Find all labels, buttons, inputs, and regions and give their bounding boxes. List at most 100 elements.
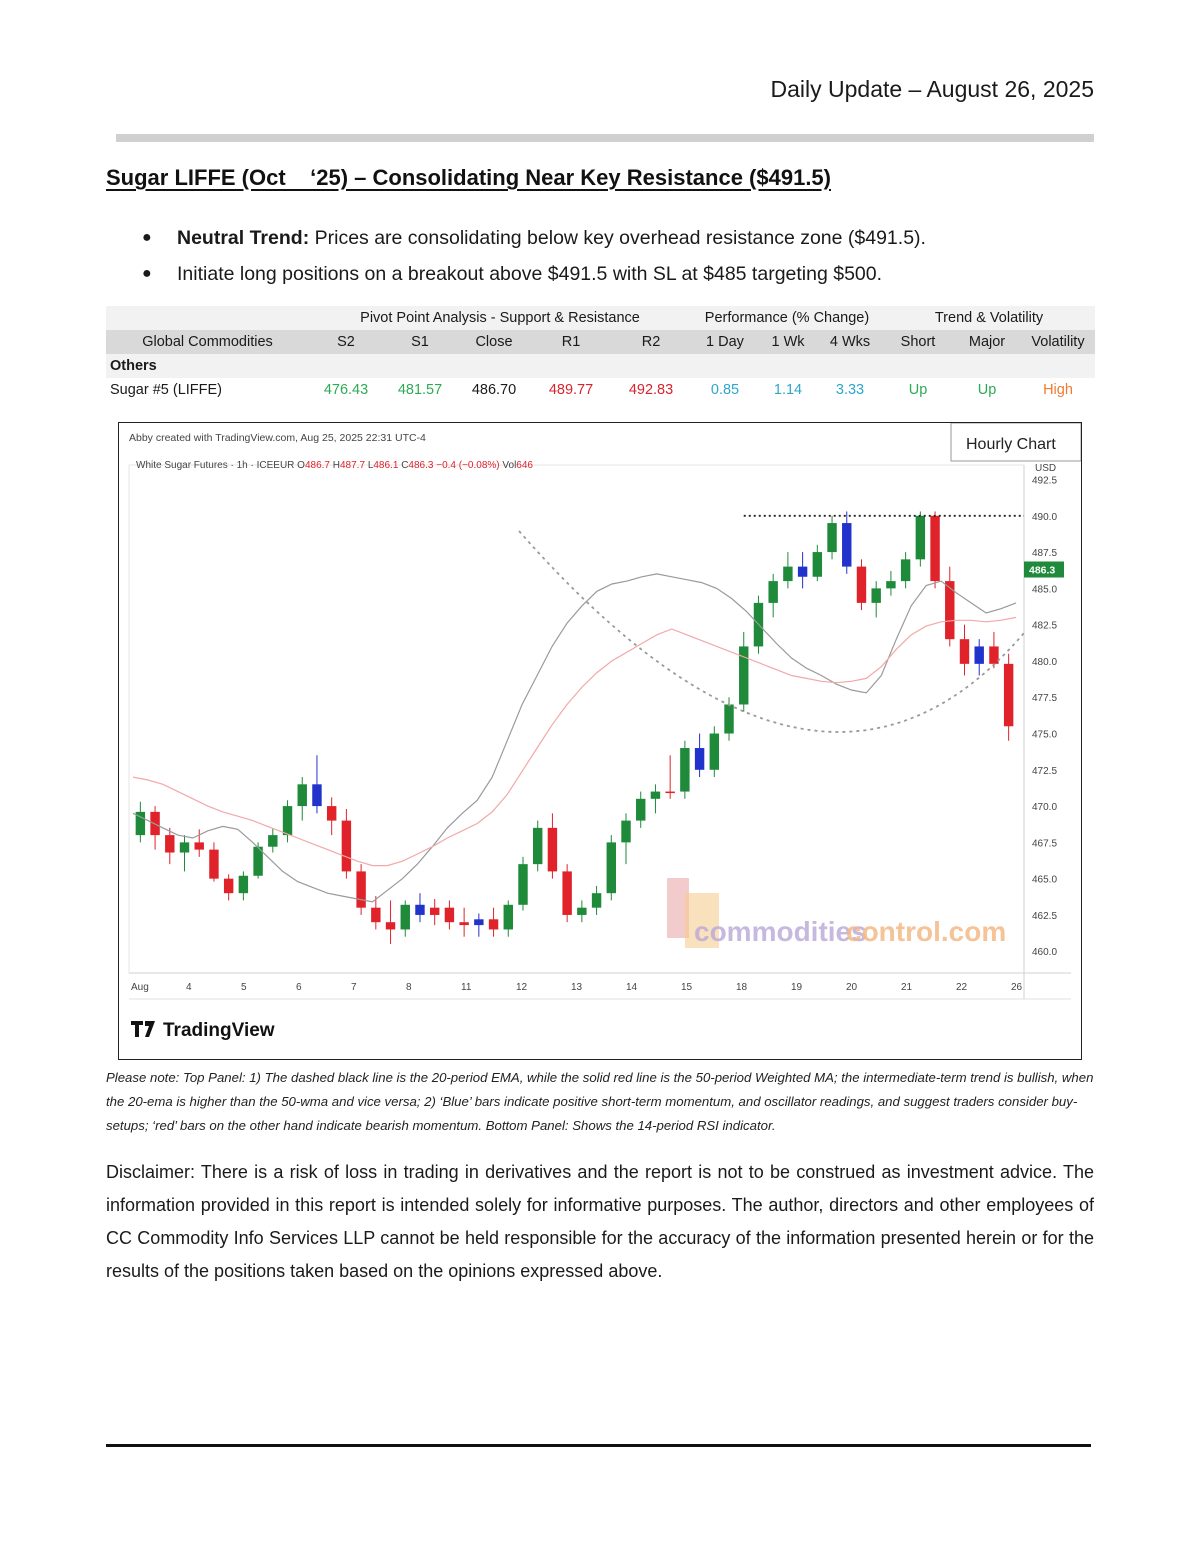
candle-body [871,588,881,603]
price-tick-label: 477.5 [1032,693,1057,704]
header-divider [116,134,1094,142]
candle-body [606,842,617,894]
candle-body [959,639,970,664]
time-tick-label: 12 [516,982,528,993]
table-cell: 489.77 [531,378,611,402]
candle-body [665,791,675,794]
time-tick-label: 26 [1011,982,1023,993]
key-point: ● Neutral Trend: Prices are consolidating… [140,220,1100,256]
group-pivot: Pivot Point Analysis - Support & Resista… [309,306,691,330]
chart-badge-label: Hourly Chart [966,436,1056,453]
candle-body [547,827,558,872]
time-tick-label: 5 [241,982,247,993]
candle-body [842,523,852,567]
key-point-text: Prices are consolidating below key overh… [309,227,926,249]
candle-body [356,871,366,908]
candle-body [518,864,528,905]
candle-body [488,919,499,930]
candle-body [341,820,352,872]
candle-body [459,922,469,926]
candle-body [856,566,867,603]
time-tick-label: 13 [571,982,583,993]
plot-area [128,464,1025,974]
candle-body [680,748,690,792]
section-label: Others [106,354,1095,378]
price-tick-label: 460.0 [1032,947,1057,958]
column-header: Global Commodities [106,330,309,354]
ohlc-label: H [333,460,340,471]
candle-body [636,798,646,821]
price-tick-label: 487.5 [1032,548,1057,559]
price-tick-label: 480.0 [1032,657,1057,668]
group-blank [106,306,309,330]
candle-body [282,806,293,836]
candle-body [739,646,749,705]
candle-body [209,849,219,879]
time-tick-label: 7 [351,982,357,993]
brand-name: TradingView [163,1020,275,1041]
candle-body [724,704,734,734]
group-performance: Performance (% Change) [691,306,883,330]
candle-body [989,646,999,664]
table-header-row: Global Commodities S2 S1 Close R1 R2 1 Day 1 Wk… [106,330,1095,354]
table-section-row: Others [106,354,1095,378]
time-tick-label: 14 [626,982,638,993]
candle-body [385,922,396,930]
column-header: Close [457,330,531,354]
column-header: S1 [383,330,457,354]
price-tick-label: 475.0 [1032,730,1057,741]
candle-body [591,893,602,908]
candle-body [400,904,410,930]
candle-body [974,646,984,664]
key-point-label: Neutral Trend: [177,227,310,249]
candle-body [694,748,705,770]
last-price-label: 486.3 [1029,565,1055,577]
watermark-text: commodities [694,916,867,947]
column-header: Volatility [1021,330,1095,354]
candle-body [371,907,381,923]
key-point-text: Initiate long positions on a breakout ab… [177,263,883,285]
time-tick-label: 11 [461,982,472,993]
price-tick-label: 465.0 [1032,875,1057,886]
candle-body [827,523,837,553]
price-tick-label: 485.0 [1032,584,1057,595]
time-tick-label: 18 [736,982,748,993]
ohlc-value: 486.1 [373,460,401,471]
key-point: ● Initiate long positions on a breakout a… [140,256,1100,292]
time-tick-label: 19 [791,982,803,993]
candle-body [268,835,278,847]
chart-credit: Abby created with TradingView.com, Aug 2… [129,432,426,444]
price-tick-label: 482.5 [1032,621,1057,632]
time-tick-label: 21 [901,982,913,993]
table-group-row: Pivot Point Analysis - Support & Resista… [106,306,1095,330]
chart-legend: White Sugar Futures · 1h · ICEEUR O486.7… [136,460,533,471]
candle-body [444,907,455,923]
table-cell: 1.14 [759,378,817,402]
candle-body [312,784,322,807]
candle-body [503,904,513,930]
watermark-text: control.com [846,916,1006,947]
commodity-name-cell: Sugar #5 (LIFFE) [106,378,309,402]
time-tick-label: 22 [956,982,968,993]
table-cell: 0.85 [691,378,759,402]
tradingview-logo-icon [131,1021,155,1037]
candle-body [297,784,307,807]
column-header: 1 Day [691,330,759,354]
ohlc-value: 486.7 [305,460,333,471]
time-tick-label: 6 [296,982,302,993]
bullet-dot-icon: ● [142,265,152,282]
candle-body [562,871,572,915]
ohlc-label: C [401,460,408,471]
candle-body [165,835,175,853]
candle-body [415,904,425,915]
price-tick-label: 467.5 [1032,838,1057,849]
key-points-list: ● Neutral Trend: Prices are consolidating… [140,220,1100,292]
price-tick-label: 492.5 [1032,476,1057,487]
candle-body [812,552,823,577]
report-date: Daily Update – August 26, 2025 [770,76,1094,102]
column-header: R2 [611,330,691,354]
table-cell: Up [953,378,1021,402]
price-tick-label: 462.5 [1032,911,1057,922]
column-header: Major [953,330,1021,354]
table-cell: 492.83 [611,378,691,402]
